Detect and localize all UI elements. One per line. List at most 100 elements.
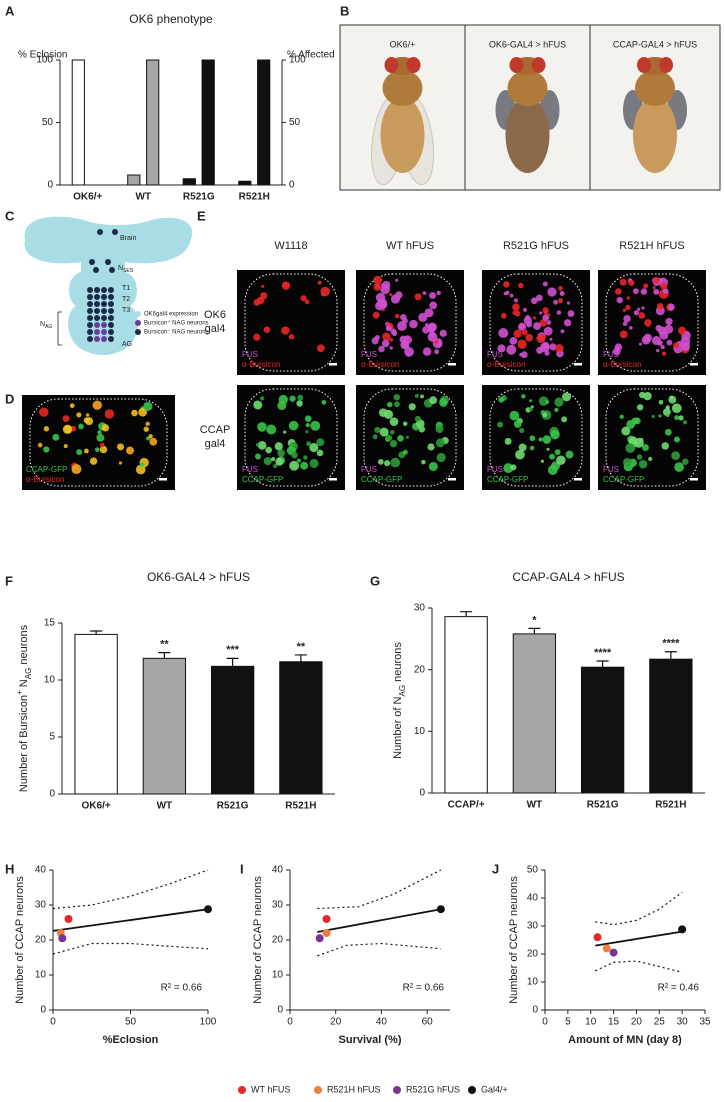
stain-dot (305, 422, 310, 428)
scale-bar (159, 478, 167, 481)
stain-dot (651, 414, 655, 419)
stain-dot (402, 449, 408, 455)
confidence-band (595, 960, 683, 973)
stain-dot (622, 321, 628, 327)
stain-dot (623, 314, 631, 323)
stain-dot (422, 291, 427, 296)
stain-dot (662, 288, 669, 294)
stain-dot (421, 459, 426, 465)
diagram-label: Brain (120, 235, 136, 242)
stain-label: FUS (361, 465, 377, 474)
stain-dot (661, 351, 667, 356)
stain-dot (660, 344, 665, 350)
label-part: AG (24, 668, 33, 680)
row-label: gal4 (205, 438, 226, 450)
y-tick-label: 100 (289, 55, 306, 66)
significance-label: ** (297, 641, 306, 653)
stain-dot (538, 396, 549, 406)
stain-dot (545, 400, 550, 404)
stain-dot (389, 293, 393, 297)
scatter-point (204, 905, 212, 914)
y-tick-label: 0 (47, 180, 53, 191)
stain-dot (662, 408, 671, 417)
stain-dot (529, 399, 533, 403)
stain-dot (549, 453, 556, 460)
y-tick-label: 30 (272, 900, 284, 911)
stain-dot (43, 426, 50, 432)
bar (127, 174, 141, 186)
y2-axis-label: % Affected (287, 50, 335, 61)
stain-dot (529, 435, 536, 442)
stain-dot (661, 442, 669, 450)
stain-dot (560, 329, 565, 334)
fly-eye (637, 57, 651, 73)
stain-dot (636, 454, 643, 460)
y-tick-label: 20 (414, 664, 426, 675)
x-tick-label: WT (157, 801, 173, 812)
stain-dot (520, 351, 528, 359)
stain-dot (542, 412, 548, 418)
y-tick-label: 0 (419, 788, 425, 799)
legend-swatch (135, 320, 141, 326)
stain-dot (546, 320, 552, 325)
fly-eye (406, 57, 421, 73)
x-tick-label: R521G (587, 800, 619, 811)
stain-dot (253, 333, 261, 341)
stain-dot (528, 407, 533, 412)
stain-dot (384, 460, 391, 467)
stain-dot (504, 437, 512, 445)
stain-dot (408, 403, 416, 411)
label-part: N (40, 321, 45, 328)
stain-dot (310, 420, 321, 431)
stain-dot (52, 433, 60, 441)
r-squared: R² = 0.66 (403, 983, 445, 994)
stain-dot (414, 415, 421, 422)
stain-dot (85, 413, 90, 417)
stain-dot (288, 334, 295, 340)
scale-bar (574, 478, 582, 481)
stain-dot (631, 417, 639, 425)
stain-dot (554, 407, 559, 412)
stain-dot (435, 424, 444, 434)
diagram-label: T1 (122, 285, 130, 292)
stain-dot (501, 312, 507, 319)
stain-dot (131, 409, 138, 417)
stain-dot (566, 301, 571, 305)
stain-dot (393, 394, 400, 401)
stain-dot (266, 424, 277, 435)
cns-outline (24, 216, 193, 355)
stain-dot (381, 339, 390, 348)
stain-dot (642, 444, 649, 452)
stain-dot (628, 279, 635, 286)
stain-dot (289, 460, 300, 471)
x-tick-label: R521H (655, 800, 686, 811)
row-label: OK6 (204, 309, 226, 321)
label-part: SES (123, 268, 134, 274)
scatter-point (322, 915, 331, 923)
label-part: Number of Bursicon (18, 695, 30, 792)
stain-dot (84, 448, 89, 454)
stain-dot (390, 294, 401, 304)
stain-dot (434, 349, 440, 355)
stain-dot (390, 430, 395, 435)
photo-label: CCAP-GAL4 > hFUS (613, 39, 697, 49)
neuron-dot (101, 308, 107, 314)
stain-dot (76, 412, 82, 418)
stain-dot (304, 299, 310, 305)
stain-dot (117, 443, 125, 451)
stain-dot (540, 459, 545, 463)
stain-dot (257, 422, 267, 432)
stain-dot (89, 457, 98, 465)
stain-dot (69, 403, 75, 409)
stain-dot (562, 392, 572, 402)
scatter-point (322, 929, 331, 937)
bar (210, 665, 255, 795)
stain-dot (306, 441, 312, 447)
neuron-dot (112, 229, 118, 235)
confidence-band (52, 869, 209, 910)
panel-letter: J (492, 861, 499, 876)
x-axis-label: Survival (%) (339, 1034, 402, 1046)
neuron-dot (94, 308, 100, 314)
stain-dot (374, 426, 381, 434)
stain-dot (404, 346, 414, 357)
